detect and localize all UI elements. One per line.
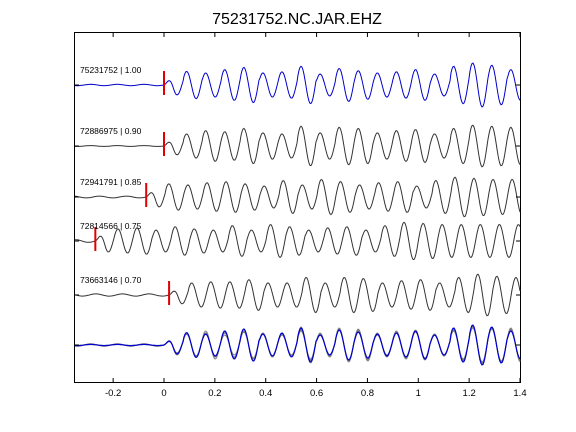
trace-group: 75231752 | 1.00 72886975 | 0.90 72941791 |… xyxy=(74,62,521,317)
trace-label: 72814566 | 0.75 xyxy=(80,221,142,231)
trace-label: 72941791 | 0.85 xyxy=(80,177,142,187)
trace-line xyxy=(75,62,521,108)
trace-line xyxy=(74,176,521,218)
trace-label: 75231752 | 1.00 xyxy=(80,65,142,75)
x-tick-label: 0.6 xyxy=(310,388,323,399)
x-tick-label: 0.4 xyxy=(259,388,272,399)
trace-label: 73663146 | 0.70 xyxy=(80,275,142,285)
chart-title: 75231752.NC.JAR.EHZ xyxy=(212,11,382,28)
x-tick-label: 1 xyxy=(416,388,421,399)
stack-trace xyxy=(74,324,521,366)
x-tick-label: 0.2 xyxy=(208,388,221,399)
x-tick-label: 1.2 xyxy=(463,388,476,399)
trace-line xyxy=(75,124,521,168)
x-tick-label: 0 xyxy=(161,388,166,399)
x-axis: -0.2 0 0.2 0.4 0.6 0.8 1 1.2 1.4 xyxy=(105,33,527,399)
x-tick-label: -0.2 xyxy=(105,388,121,399)
trace-line xyxy=(74,273,521,317)
x-tick-label: 1.4 xyxy=(513,388,526,399)
plot-frame xyxy=(74,32,521,383)
trace-line xyxy=(75,221,521,261)
trace-label: 72886975 | 0.90 xyxy=(80,126,142,136)
stack-overlay xyxy=(74,324,521,366)
x-tick-label: 0.8 xyxy=(361,388,374,399)
